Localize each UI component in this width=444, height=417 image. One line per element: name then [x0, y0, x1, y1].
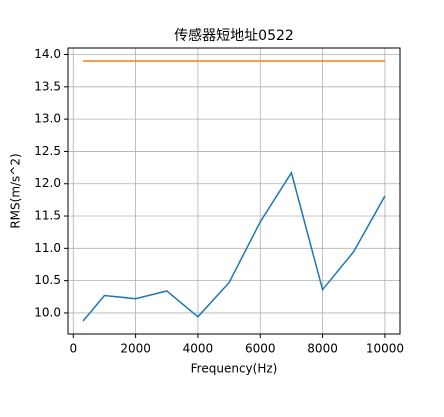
- y-tick-label: 11.5: [34, 209, 61, 223]
- y-tick-label: 12.0: [34, 176, 61, 190]
- plot-frame: [67, 47, 401, 335]
- x-tick-label: 4000: [183, 342, 214, 356]
- chart-title: 传感器短地址0522: [174, 27, 294, 44]
- y-tick-label: 13.0: [34, 112, 61, 126]
- y-axis-label: RMS(m/s^2): [9, 153, 23, 228]
- x-tick-label: 6000: [245, 342, 276, 356]
- y-tick-label: 12.5: [34, 144, 61, 158]
- y-tick-label: 10.0: [34, 305, 61, 319]
- y-tick-label: 10.5: [34, 273, 61, 287]
- line-series: [82, 170, 386, 322]
- y-tick-label: 11.0: [34, 241, 61, 255]
- x-tick-label: 10000: [366, 342, 404, 356]
- x-tick-label: 0: [69, 342, 77, 356]
- x-tick-label: 8000: [307, 342, 338, 356]
- y-tick-label: 14.0: [34, 47, 61, 61]
- x-axis-label: Frequency(Hz): [191, 362, 278, 376]
- x-tick-label: 2000: [120, 342, 151, 356]
- y-tick-label: 13.5: [34, 79, 61, 93]
